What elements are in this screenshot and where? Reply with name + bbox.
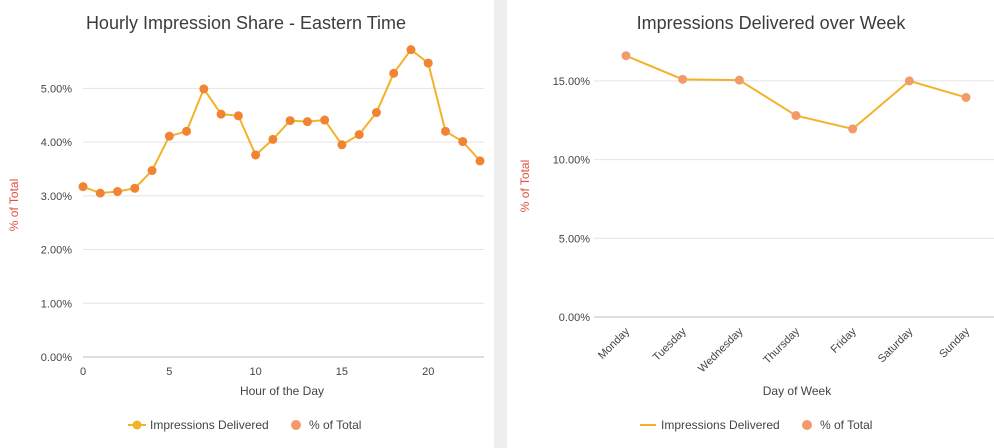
- x-tick-label: 20: [422, 366, 434, 378]
- x-tick-label: 10: [249, 366, 261, 378]
- y-axis-title: % of Total: [518, 160, 532, 212]
- legend-label-impressions: Impressions Delivered: [661, 418, 780, 432]
- legend-label-impressions: Impressions Delivered: [150, 418, 269, 432]
- x-tick-label: Thursday: [761, 325, 802, 366]
- data-point: [95, 188, 105, 198]
- data-point: [848, 124, 858, 134]
- y-tick-label: 2.00%: [41, 245, 72, 257]
- y-axis-title: % of Total: [7, 179, 21, 231]
- legend-point-swatch: [802, 420, 812, 430]
- hourly-chart: Hourly Impression Share - Eastern Time 0…: [7, 13, 485, 432]
- series-points-group: [78, 45, 485, 198]
- y-tick-label: 5.00%: [41, 83, 72, 95]
- data-point: [285, 116, 295, 126]
- data-point: [199, 84, 209, 94]
- data-point: [475, 156, 485, 166]
- data-point: [251, 150, 261, 160]
- chart-title: Hourly Impression Share - Eastern Time: [86, 13, 406, 33]
- weekly-chart-panel: Impressions Delivered over Week 0.00% 5.0…: [507, 0, 994, 448]
- data-point: [406, 45, 416, 55]
- x-tick-label: Tuesday: [651, 325, 689, 363]
- data-point: [678, 74, 688, 84]
- y-tick-labels: 0.00% 1.00% 2.00% 3.00% 4.00% 5.00%: [41, 83, 72, 364]
- legend: Impressions Delivered % of Total: [640, 418, 872, 432]
- data-point: [130, 183, 140, 193]
- series-line-group: [82, 48, 481, 195]
- data-point: [440, 126, 450, 136]
- chart-title: Impressions Delivered over Week: [637, 13, 907, 33]
- data-point: [268, 134, 278, 144]
- x-tick-label: 15: [336, 366, 348, 378]
- series-line: [82, 48, 481, 195]
- data-point: [78, 182, 88, 192]
- data-point: [164, 131, 174, 141]
- hourly-chart-panel: Hourly Impression Share - Eastern Time 0…: [0, 0, 494, 448]
- x-tick-labels: Monday Tuesday Wednesday Thursday Friday Satu…: [596, 325, 973, 375]
- data-point: [113, 187, 123, 197]
- data-point: [182, 126, 192, 136]
- data-point: [354, 130, 364, 140]
- x-tick-label: Sunday: [937, 325, 972, 360]
- data-point: [904, 76, 914, 86]
- data-point: [337, 140, 347, 150]
- data-point: [216, 109, 226, 119]
- y-tick-label: 10.00%: [553, 155, 591, 167]
- y-tick-labels: 0.00% 5.00% 10.00% 15.00%: [553, 76, 591, 324]
- data-point: [302, 117, 312, 127]
- grid: [594, 80, 994, 318]
- x-tick-label: Wednesday: [696, 325, 746, 375]
- x-tick-label: Monday: [596, 325, 633, 362]
- y-tick-label: 3.00%: [41, 191, 72, 203]
- x-axis-title: Hour of the Day: [240, 384, 324, 398]
- series-points-group: [621, 51, 971, 134]
- y-tick-label: 1.00%: [41, 298, 72, 310]
- grid: [83, 87, 484, 358]
- data-point: [621, 51, 631, 61]
- legend: Impressions Delivered % of Total: [128, 418, 361, 432]
- x-tick-label: Saturday: [876, 325, 916, 365]
- y-tick-label: 15.00%: [553, 76, 591, 88]
- y-tick-label: 0.00%: [559, 312, 590, 324]
- x-tick-label: Friday: [829, 325, 859, 355]
- data-point: [423, 58, 433, 68]
- y-tick-label: 5.00%: [559, 233, 590, 245]
- x-tick-labels: 0 5 10 15 20: [80, 366, 434, 378]
- legend-point-swatch: [291, 420, 301, 430]
- legend-label-percent: % of Total: [309, 418, 361, 432]
- x-tick-label: 0: [80, 366, 86, 378]
- weekly-chart: Impressions Delivered over Week 0.00% 5.0…: [518, 13, 994, 432]
- data-point: [961, 92, 971, 102]
- data-point: [389, 68, 399, 78]
- x-axis-title: Day of Week: [763, 384, 832, 398]
- x-tick-label: 5: [166, 366, 172, 378]
- legend-marker-swatch: [132, 420, 142, 430]
- y-tick-label: 4.00%: [41, 137, 72, 149]
- data-point: [147, 166, 157, 176]
- data-point: [371, 108, 381, 118]
- data-point: [734, 75, 744, 85]
- data-point: [233, 111, 243, 121]
- legend-label-percent: % of Total: [820, 418, 872, 432]
- data-point: [320, 115, 330, 125]
- data-point: [458, 137, 468, 147]
- y-tick-label: 0.00%: [41, 352, 72, 364]
- data-point: [791, 111, 801, 121]
